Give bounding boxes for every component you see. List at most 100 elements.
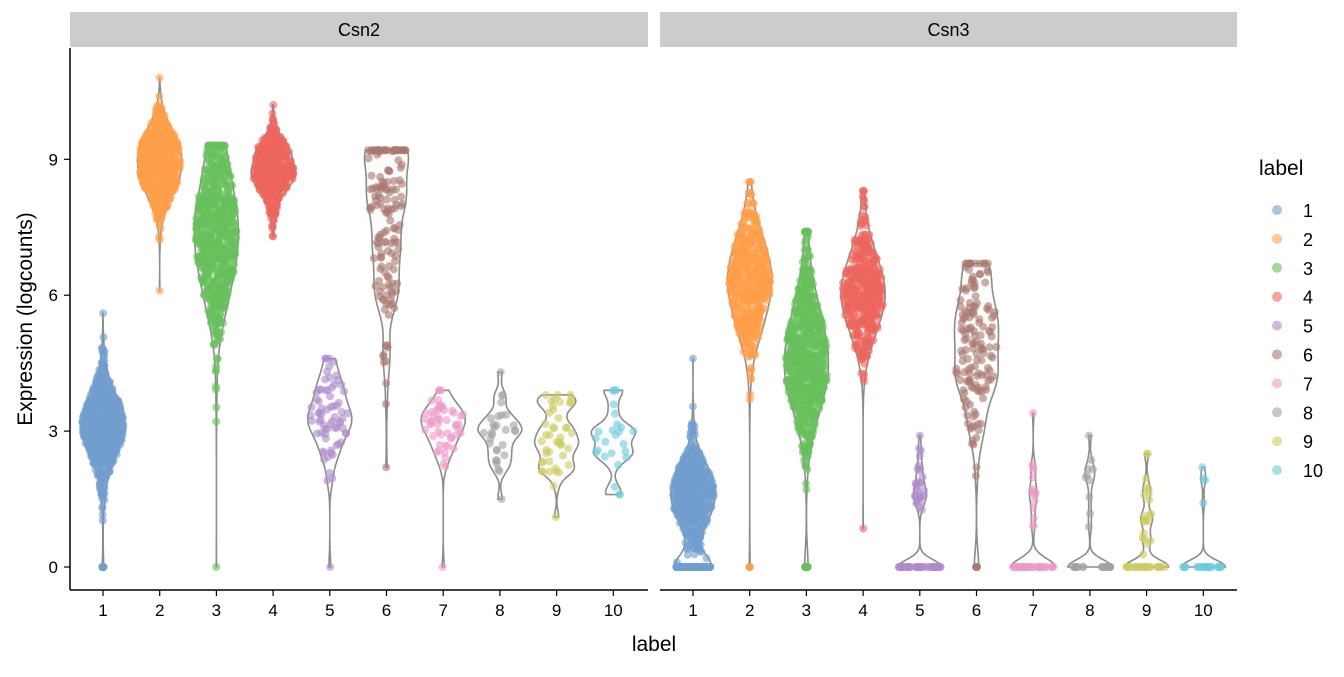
data-point: [321, 386, 330, 395]
data-point: [734, 320, 743, 328]
data-point: [746, 367, 755, 376]
data-point: [807, 371, 816, 380]
data-point: [541, 390, 550, 399]
data-point: [542, 431, 551, 439]
data-point: [684, 541, 693, 550]
data-point: [202, 213, 211, 222]
data-point: [443, 442, 452, 451]
data-point: [198, 199, 207, 208]
data-point: [98, 516, 107, 525]
data-point: [373, 184, 382, 193]
data-point: [373, 150, 382, 159]
data-point: [547, 397, 556, 406]
data-point: [746, 351, 755, 360]
data-point: [213, 354, 222, 363]
data-point: [150, 188, 159, 197]
data-point: [692, 544, 701, 553]
data-point: [111, 393, 120, 402]
data-point: [382, 226, 391, 235]
data-point: [751, 239, 760, 248]
data-point: [688, 402, 697, 411]
data-point: [861, 215, 870, 224]
data-point: [621, 447, 630, 456]
data-point: [687, 503, 696, 512]
data-point: [496, 368, 505, 377]
data-point: [744, 250, 753, 259]
panel-Csn3: [669, 178, 1227, 571]
data-point: [379, 358, 388, 367]
data-point: [497, 495, 506, 504]
data-point: [169, 142, 178, 151]
data-point: [747, 296, 756, 305]
data-point: [843, 285, 852, 294]
data-point: [229, 256, 238, 265]
data-point: [343, 409, 352, 418]
data-point: [99, 309, 108, 318]
data-point: [255, 159, 264, 168]
data-point: [492, 421, 501, 430]
data-point: [677, 494, 685, 503]
facet-strip: [660, 12, 1237, 47]
data-point: [230, 246, 239, 255]
data-point: [211, 329, 220, 338]
data-point: [89, 458, 98, 467]
data-point: [392, 185, 400, 194]
data-point: [155, 232, 164, 241]
data-point: [200, 221, 209, 230]
data-point: [865, 287, 873, 296]
data-point: [307, 416, 316, 425]
data-point: [872, 310, 881, 319]
data-point: [276, 134, 285, 143]
data-point: [383, 177, 392, 186]
data-point: [387, 299, 396, 308]
data-point: [325, 469, 334, 477]
data-point: [751, 230, 760, 239]
data-point: [864, 246, 873, 255]
data-point: [270, 185, 279, 194]
data-point: [867, 273, 876, 282]
data-point: [175, 163, 184, 172]
data-point: [380, 296, 389, 304]
data-point: [340, 387, 349, 396]
data-point: [254, 144, 263, 153]
data-point: [391, 252, 400, 261]
data-point: [801, 370, 809, 379]
data-point: [868, 331, 877, 339]
data-point: [857, 369, 866, 378]
data-point: [98, 376, 107, 385]
data-point: [434, 413, 443, 422]
data-point: [317, 404, 326, 413]
data-point: [191, 235, 200, 244]
data-point: [792, 294, 801, 303]
data-point: [699, 563, 707, 571]
data-point: [252, 172, 261, 181]
data-point: [163, 120, 172, 129]
data-point: [210, 299, 219, 308]
data-point: [787, 375, 796, 384]
data-point: [271, 126, 280, 135]
data-point: [374, 191, 383, 200]
data-point: [847, 255, 856, 264]
data-point: [622, 453, 631, 462]
data-point: [629, 427, 638, 436]
data-point: [138, 177, 147, 186]
data-point: [317, 428, 326, 437]
data-point: [433, 419, 442, 428]
data-point: [567, 395, 576, 404]
data-point: [497, 398, 506, 407]
data-point: [282, 150, 291, 158]
data-point: [111, 406, 120, 415]
data-point: [382, 463, 391, 472]
data-point: [754, 286, 762, 295]
data-point: [801, 443, 810, 452]
data-point: [98, 394, 107, 403]
data-point: [99, 563, 108, 571]
data-point: [784, 352, 793, 361]
data-point: [273, 145, 282, 154]
data-point: [810, 414, 819, 423]
data-point: [691, 445, 700, 454]
data-point: [803, 296, 812, 305]
data-point: [326, 392, 334, 401]
data-point: [610, 482, 619, 491]
data-point: [200, 291, 209, 300]
